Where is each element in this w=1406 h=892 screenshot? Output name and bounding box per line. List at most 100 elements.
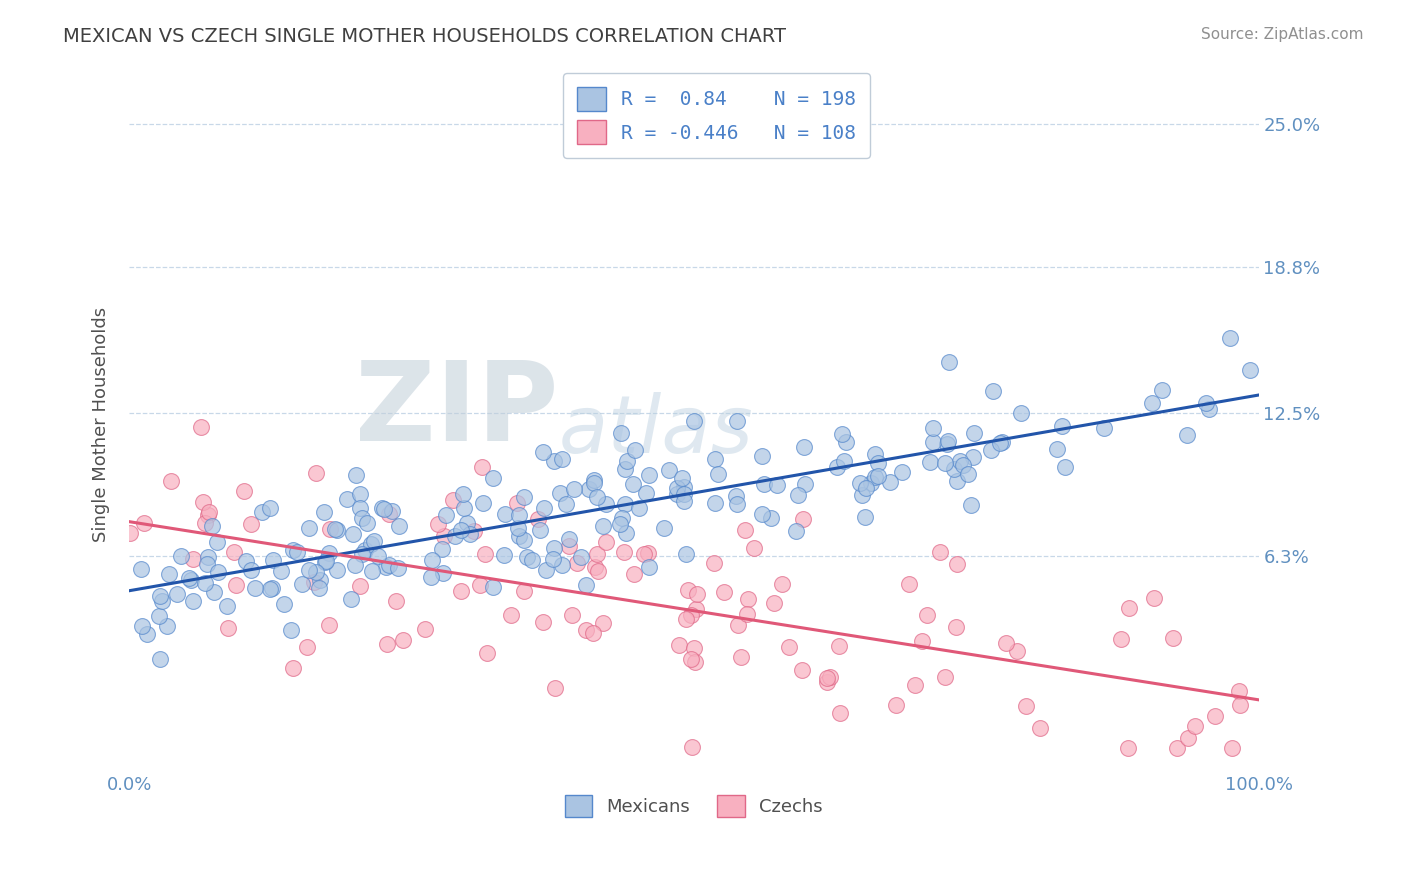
Point [295,640,318,654]
Point [472,496,495,510]
Point [201,519,224,533]
Point [672,480,695,494]
Point [225,578,247,592]
Point [323,522,346,536]
Point [522,553,544,567]
Point [298,563,321,577]
Point [190,420,212,434]
Point [859,476,882,491]
Point [1198,401,1220,416]
Point [527,511,550,525]
Point [513,583,536,598]
Point [675,547,697,561]
Point [508,508,530,523]
Point [1029,721,1052,735]
Point [1116,740,1139,755]
Point [302,574,325,589]
Point [148,608,170,623]
Point [1166,740,1188,755]
Point [761,511,783,525]
Point [160,475,183,489]
Point [373,501,395,516]
Point [415,623,437,637]
Point [1229,698,1251,712]
Point [463,524,485,538]
Point [770,577,793,591]
Point [725,414,748,428]
Point [1015,699,1038,714]
Point [725,489,748,503]
Point [578,482,600,496]
Point [634,486,657,500]
Point [1239,363,1261,377]
Text: Source: ZipAtlas.com: Source: ZipAtlas.com [1201,27,1364,42]
Text: ZIP: ZIP [354,357,558,464]
Point [349,500,371,515]
Point [672,494,695,508]
Point [387,561,409,575]
Point [945,557,967,571]
Point [588,564,610,578]
Point [319,522,342,536]
Point [516,549,538,564]
Point [938,434,960,448]
Point [529,524,551,538]
Point [865,470,887,484]
Point [609,516,631,531]
Point [534,563,557,577]
Point [734,523,756,537]
Point [735,607,758,621]
Point [595,497,617,511]
Point [475,646,498,660]
Point [565,556,588,570]
Point [198,505,221,519]
Point [627,501,650,516]
Point [312,505,335,519]
Point [235,554,257,568]
Point [506,496,529,510]
Point [879,475,901,489]
Point [886,698,908,713]
Point [575,623,598,637]
Point [614,497,637,511]
Point [943,462,966,476]
Legend: Mexicans, Czechs: Mexicans, Czechs [558,788,830,824]
Point [586,490,609,504]
Point [911,634,934,648]
Point [1195,396,1218,410]
Point [934,670,956,684]
Point [737,591,759,606]
Point [613,544,636,558]
Point [377,558,399,572]
Point [778,640,800,654]
Point [378,508,401,522]
Point [350,548,373,562]
Point [851,488,873,502]
Point [616,454,638,468]
Point [654,521,676,535]
Point [849,476,872,491]
Point [280,623,302,637]
Point [945,620,967,634]
Point [959,498,981,512]
Point [1227,684,1250,698]
Point [990,436,1012,450]
Text: MEXICAN VS CZECH SINGLE MOTHER HOUSEHOLDS CORRELATION CHART: MEXICAN VS CZECH SINGLE MOTHER HOUSEHOLD… [63,27,786,45]
Point [790,663,813,677]
Point [828,706,851,720]
Point [685,655,707,669]
Point [948,454,970,468]
Point [232,483,254,498]
Point [120,526,142,541]
Point [427,517,450,532]
Point [991,434,1014,449]
Point [1092,421,1115,435]
Point [673,487,696,501]
Point [360,537,382,551]
Point [853,510,876,524]
Point [754,476,776,491]
Point [222,545,245,559]
Point [494,548,516,562]
Point [494,507,516,521]
Point [638,560,661,574]
